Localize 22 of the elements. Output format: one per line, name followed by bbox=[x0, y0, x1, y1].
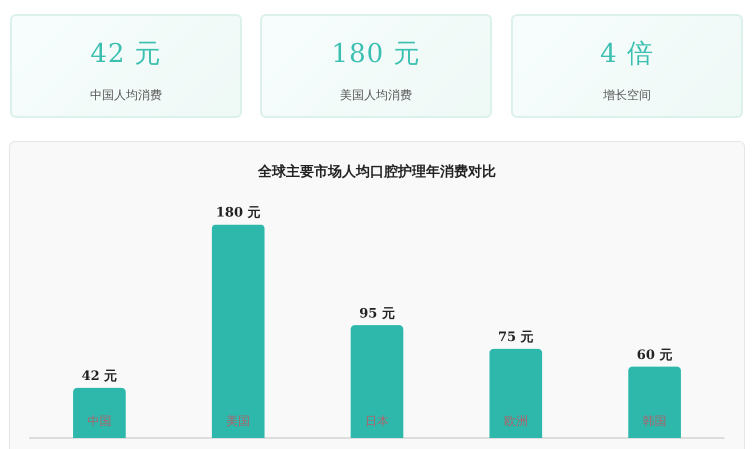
bar bbox=[73, 388, 126, 438]
x-tick-label: 美国 bbox=[226, 414, 250, 428]
data-label: 180 元 bbox=[216, 206, 261, 221]
bar bbox=[350, 325, 404, 438]
text: 42 元 bbox=[89, 38, 163, 71]
data-label: 60 元 bbox=[636, 348, 672, 363]
data-label: 42 元 bbox=[82, 369, 118, 384]
bar bbox=[489, 348, 542, 438]
text: 4 倍 bbox=[599, 38, 655, 71]
text: 增长空间 bbox=[602, 87, 652, 104]
text: 中国人均消费 bbox=[89, 87, 163, 104]
x-tick-label: 中国 bbox=[87, 414, 112, 428]
x-tick-label: 韩国 bbox=[642, 414, 667, 428]
x-tick-label: 欧洲 bbox=[504, 414, 528, 428]
x-tick-label: 日本 bbox=[365, 414, 389, 428]
text: 美国人均消费 bbox=[339, 87, 413, 104]
text: 180 元 bbox=[330, 38, 422, 71]
data-label: 75 元 bbox=[498, 330, 534, 346]
chart-title: 全球主要市场人均口腔护理年消费对比 bbox=[257, 163, 496, 180]
data-label: 95 元 bbox=[359, 306, 395, 322]
bar bbox=[212, 224, 265, 438]
bar bbox=[628, 366, 681, 438]
